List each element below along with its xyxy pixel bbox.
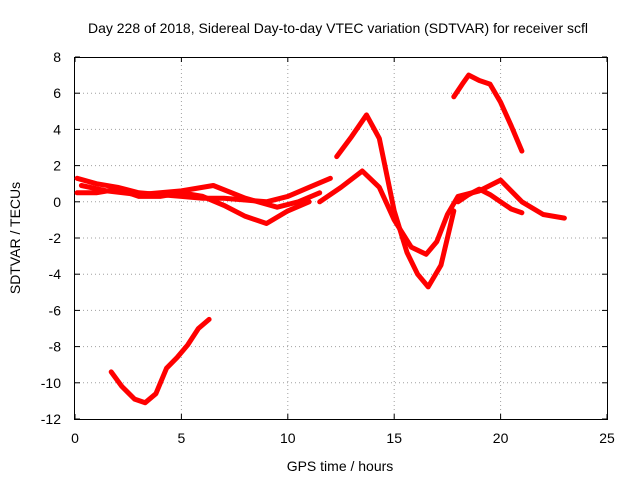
x-axis-label: GPS time / hours: [287, 458, 394, 474]
y-tick-label: 4: [53, 121, 61, 137]
chart-svg: Day 228 of 2018, Sidereal Day-to-day VTE…: [0, 0, 640, 480]
series-arc-6: [320, 171, 565, 254]
series-arc-5: [337, 115, 454, 287]
x-tick-label: 20: [493, 430, 509, 446]
y-tick-label: 2: [53, 158, 61, 174]
x-tick-label: 5: [178, 430, 186, 446]
y-tick-label: -12: [41, 411, 61, 427]
y-tick-label: -2: [49, 230, 62, 246]
y-tick-label: 0: [53, 194, 61, 210]
grid-layer: [75, 57, 607, 419]
chart-title: Day 228 of 2018, Sidereal Day-to-day VTE…: [88, 20, 588, 36]
chart-root: Day 228 of 2018, Sidereal Day-to-day VTE…: [0, 0, 640, 480]
x-tick-label: 15: [386, 430, 402, 446]
y-tick-label: 6: [53, 85, 61, 101]
y-tick-label: -4: [49, 266, 62, 282]
x-tick-label: 25: [599, 430, 615, 446]
y-tick-label: -8: [49, 339, 62, 355]
y-tick-label: -6: [49, 302, 62, 318]
series-layer: [77, 75, 564, 403]
x-tick-label: 10: [280, 430, 296, 446]
series-arc-4: [111, 319, 209, 402]
x-tick-label: 0: [71, 430, 79, 446]
series-arc-8: [454, 75, 522, 151]
y-axis-label: SDTVAR / TECUs: [7, 182, 23, 294]
y-tick-label: -10: [41, 375, 61, 391]
y-tick-label: 8: [53, 49, 61, 65]
